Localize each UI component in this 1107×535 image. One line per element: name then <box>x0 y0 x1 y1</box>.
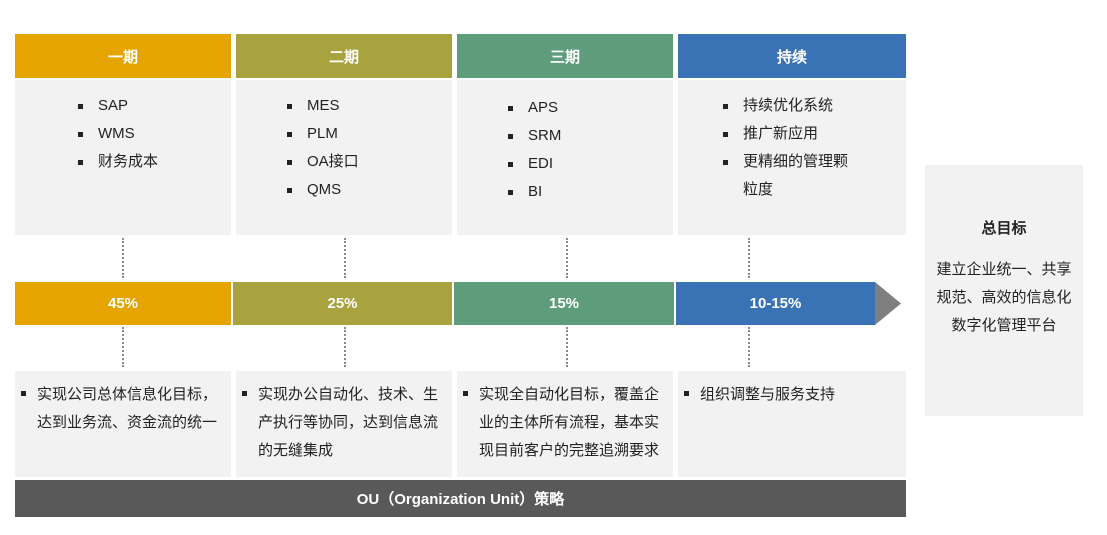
description-text: 实现公司总体信息化目标，达到业务流、资金流的统一 <box>37 386 218 431</box>
description-text: 实现全自动化目标，覆盖企业的主体所有流程，基本实现目前客户的完整追溯要求 <box>479 386 660 459</box>
connector-line <box>566 327 568 367</box>
goal-title: 总目标 <box>981 220 1027 237</box>
list-item: BI <box>508 178 561 206</box>
list-item: 持续优化系统 <box>723 92 853 120</box>
list-item: APS <box>508 94 561 122</box>
phase-header-3: 三期 <box>457 34 673 78</box>
percentage-label: 45% <box>107 295 139 312</box>
connector-line <box>748 327 750 367</box>
connector-line <box>122 238 124 278</box>
connector-line <box>122 327 124 367</box>
list-item: SRM <box>508 122 561 150</box>
percentage-segment-4: 10-15% <box>676 282 875 325</box>
goal-body: 建立企业统一、共享规范、高效的信息化数字化管理平台 <box>936 261 1072 334</box>
connector-line <box>566 238 568 278</box>
bullet-icon <box>684 391 689 396</box>
list-item: 财务成本 <box>78 148 158 176</box>
overall-goal-box: 总目标 建立企业统一、共享规范、高效的信息化数字化管理平台 <box>925 165 1083 416</box>
list-item: MES <box>287 92 359 120</box>
phase-header-1: 一期 <box>15 34 231 78</box>
phase-items-panel-1: SAP WMS 财务成本 <box>15 80 231 235</box>
phase-items-panel-4: 持续优化系统 推广新应用 更精细的管理颗粒度 <box>678 80 906 235</box>
phase-description-2: 实现办公自动化、技术、生产执行等协同，达到信息流的无缝集成 <box>236 371 452 477</box>
list-item: EDI <box>508 150 561 178</box>
list-item: SAP <box>78 92 158 120</box>
connector-line <box>748 238 750 278</box>
phase-description-4: 组织调整与服务支持 <box>678 371 906 477</box>
connector-line <box>344 238 346 278</box>
phase-header-2: 二期 <box>236 34 452 78</box>
list-item: OA接口 <box>287 148 359 176</box>
phase-title: 一期 <box>107 48 138 66</box>
bullet-icon <box>242 391 247 396</box>
list-item: 更精细的管理颗粒度 <box>723 148 853 204</box>
footer-label: OU（Organization Unit）策略 <box>356 491 565 508</box>
list-item: PLM <box>287 120 359 148</box>
phase-title: 持续 <box>776 48 807 66</box>
phase-title: 三期 <box>549 48 580 66</box>
percentage-label: 25% <box>327 295 358 312</box>
arrow-head-icon <box>875 282 901 325</box>
connector-line <box>344 327 346 367</box>
description-text: 组织调整与服务支持 <box>700 386 836 403</box>
bullet-icon <box>463 391 468 396</box>
list-item: QMS <box>287 176 359 204</box>
phase-items-panel-2: MES PLM OA接口 QMS <box>236 80 452 235</box>
description-text: 实现办公自动化、技术、生产执行等协同，达到信息流的无缝集成 <box>258 386 439 459</box>
bullet-icon <box>21 391 26 396</box>
phase-title: 二期 <box>328 48 359 66</box>
percentage-segment-2: 25% <box>233 282 452 325</box>
percentage-segment-3: 15% <box>454 282 674 325</box>
percentage-label: 15% <box>548 295 580 312</box>
phase-description-3: 实现全自动化目标，覆盖企业的主体所有流程，基本实现目前客户的完整追溯要求 <box>457 371 673 477</box>
list-item: 推广新应用 <box>723 120 853 148</box>
ou-strategy-footer: OU（Organization Unit）策略 <box>15 480 906 517</box>
phase-items-panel-3: APS SRM EDI BI <box>457 80 673 235</box>
phase-description-1: 实现公司总体信息化目标，达到业务流、资金流的统一 <box>15 371 231 477</box>
percentage-label: 10-15% <box>749 295 802 312</box>
phase-header-4: 持续 <box>678 34 906 78</box>
list-item: WMS <box>78 120 158 148</box>
percentage-segment-1: 45% <box>15 282 231 325</box>
